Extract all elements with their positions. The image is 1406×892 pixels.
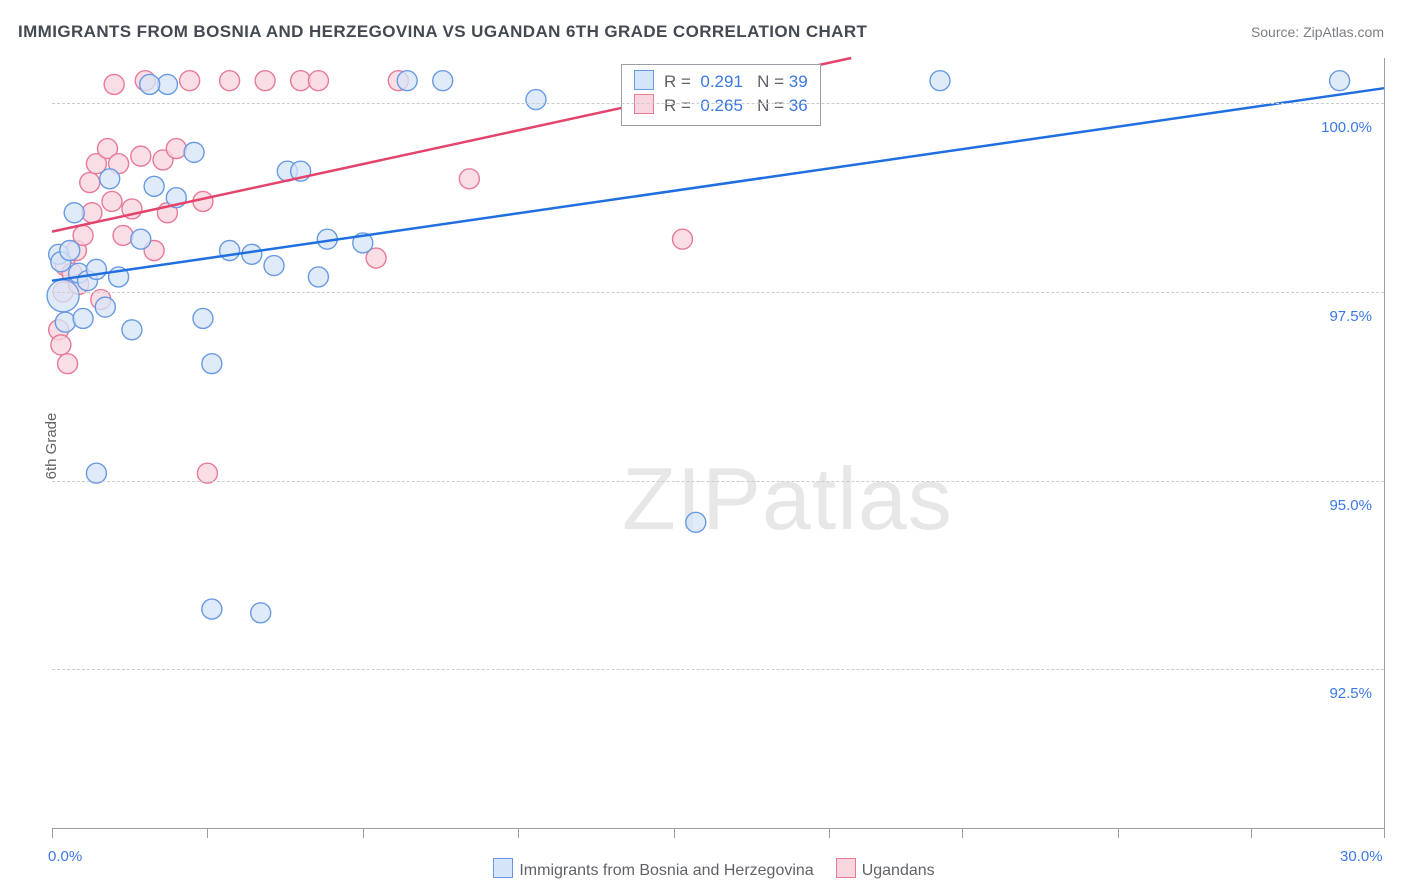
data-point xyxy=(255,71,275,91)
data-point xyxy=(433,71,453,91)
x-tick-label: 30.0% xyxy=(1340,848,1383,865)
x-tick-label: 0.0% xyxy=(48,848,82,865)
x-tick xyxy=(829,828,830,838)
data-point xyxy=(82,203,102,223)
data-point xyxy=(122,320,142,340)
gridline xyxy=(52,481,1384,482)
data-point xyxy=(104,74,124,94)
data-point xyxy=(264,256,284,276)
data-point xyxy=(80,173,100,193)
data-point xyxy=(60,241,80,261)
data-point xyxy=(1330,71,1350,91)
data-point xyxy=(220,241,240,261)
data-point xyxy=(144,176,164,196)
chart-container: IMMIGRANTS FROM BOSNIA AND HERZEGOVINA V… xyxy=(0,0,1406,892)
data-point xyxy=(202,599,222,619)
data-point xyxy=(95,297,115,317)
x-tick xyxy=(207,828,208,838)
chart-svg xyxy=(52,58,1384,828)
data-point xyxy=(672,229,692,249)
data-point xyxy=(100,169,120,189)
data-point xyxy=(397,71,417,91)
x-tick xyxy=(52,828,53,838)
data-point xyxy=(64,203,84,223)
y-tick-label: 95.0% xyxy=(1329,497,1372,514)
x-tick xyxy=(1118,828,1119,838)
data-point xyxy=(113,225,133,245)
legend-row: R = 0.265 N = 36 xyxy=(634,94,808,118)
data-point xyxy=(184,142,204,162)
data-point xyxy=(459,169,479,189)
y-tick-label: 97.5% xyxy=(1329,308,1372,325)
x-tick xyxy=(674,828,675,838)
x-tick xyxy=(1251,828,1252,838)
plot-area: ZIPatlas R = 0.291 N = 39R = 0.265 N = 3… xyxy=(52,58,1385,829)
data-point xyxy=(202,354,222,374)
data-point xyxy=(308,267,328,287)
data-point xyxy=(140,74,160,94)
data-point xyxy=(51,335,71,355)
y-tick-label: 100.0% xyxy=(1321,119,1372,136)
legend-row: R = 0.291 N = 39 xyxy=(634,70,808,94)
data-point xyxy=(220,71,240,91)
data-point xyxy=(308,71,328,91)
gridline xyxy=(52,292,1384,293)
data-point xyxy=(526,90,546,110)
series-legend: Immigrants from Bosnia and HerzegovinaUg… xyxy=(0,858,1406,880)
data-point xyxy=(166,139,186,159)
y-tick-label: 92.5% xyxy=(1329,685,1372,702)
source-credit: Source: ZipAtlas.com xyxy=(1251,24,1384,40)
x-tick xyxy=(962,828,963,838)
data-point xyxy=(47,280,79,312)
data-point xyxy=(242,244,262,264)
data-point xyxy=(193,308,213,328)
data-point xyxy=(251,603,271,623)
data-point xyxy=(686,512,706,532)
gridline xyxy=(52,103,1384,104)
gridline xyxy=(52,669,1384,670)
x-tick xyxy=(518,828,519,838)
data-point xyxy=(180,71,200,91)
x-tick xyxy=(363,828,364,838)
chart-title: IMMIGRANTS FROM BOSNIA AND HERZEGOVINA V… xyxy=(18,22,867,42)
data-point xyxy=(58,354,78,374)
x-tick xyxy=(1384,828,1385,838)
data-point xyxy=(930,71,950,91)
data-point xyxy=(291,71,311,91)
data-point xyxy=(131,146,151,166)
data-point xyxy=(55,312,75,332)
correlation-legend: R = 0.291 N = 39R = 0.265 N = 36 xyxy=(621,64,821,126)
data-point xyxy=(157,74,177,94)
data-point xyxy=(73,308,93,328)
data-point xyxy=(102,191,122,211)
data-point xyxy=(131,229,151,249)
